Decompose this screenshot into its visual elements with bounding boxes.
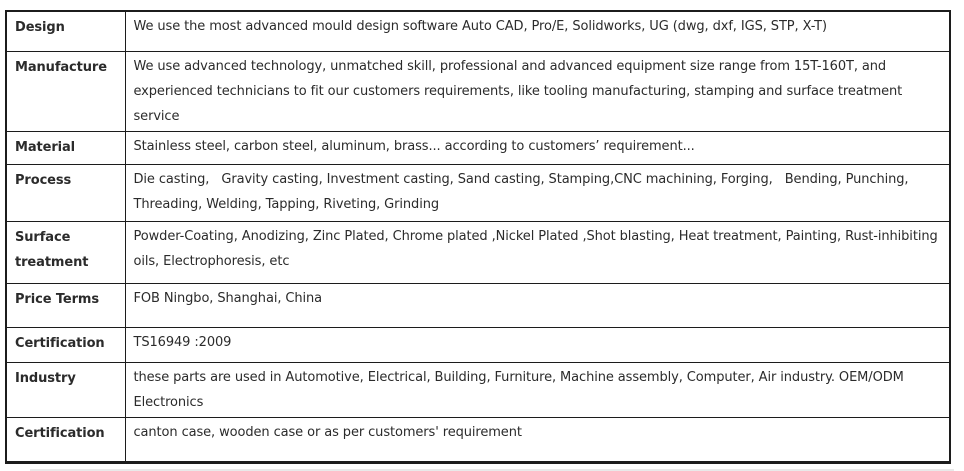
row-label: Process [5,163,126,222]
table-row: Material Stainless steel, carbon steel, … [5,130,951,165]
row-value: these parts are used in Automotive, Elec… [124,361,951,418]
table-row: Price Terms FOB Ningbo, Shanghai, China [5,282,951,328]
row-label: Price Terms [5,282,126,328]
table-row: Design We use the most advanced mould de… [5,10,951,52]
table-row: Certification canton case, wooden case o… [5,416,951,463]
product-spec-table: Design We use the most advanced mould de… [5,10,951,464]
row-label: Design [5,10,126,52]
table-row: Manufacture We use advanced technology, … [5,50,951,132]
row-value: Stainless steel, carbon steel, aluminum,… [124,130,951,165]
row-value: Powder-Coating, Anodizing, Zinc Plated, … [124,220,951,284]
spec-table-body: Design We use the most advanced mould de… [5,10,951,463]
table-row: Industry these parts are used in Automot… [5,361,951,418]
bottom-shadow-divider [30,468,954,471]
row-label: Surface treatment [5,220,126,284]
row-label: Certification [5,416,126,463]
row-label: Material [5,130,126,165]
row-value: TS16949 :2009 [124,326,951,363]
table-row: Process Die casting, Gravity casting, In… [5,163,951,222]
row-value: FOB Ningbo, Shanghai, China [124,282,951,328]
table-row: Certification TS16949 :2009 [5,326,951,363]
row-value: canton case, wooden case or as per custo… [124,416,951,463]
row-label: Manufacture [5,50,126,132]
row-label: Industry [5,361,126,418]
row-label: Certification [5,326,126,363]
table-row: Surface treatment Powder-Coating, Anodiz… [5,220,951,284]
row-value: We use advanced technology, unmatched sk… [124,50,951,132]
row-value: Die casting, Gravity casting, Investment… [124,163,951,222]
row-value: We use the most advanced mould design so… [124,10,951,52]
